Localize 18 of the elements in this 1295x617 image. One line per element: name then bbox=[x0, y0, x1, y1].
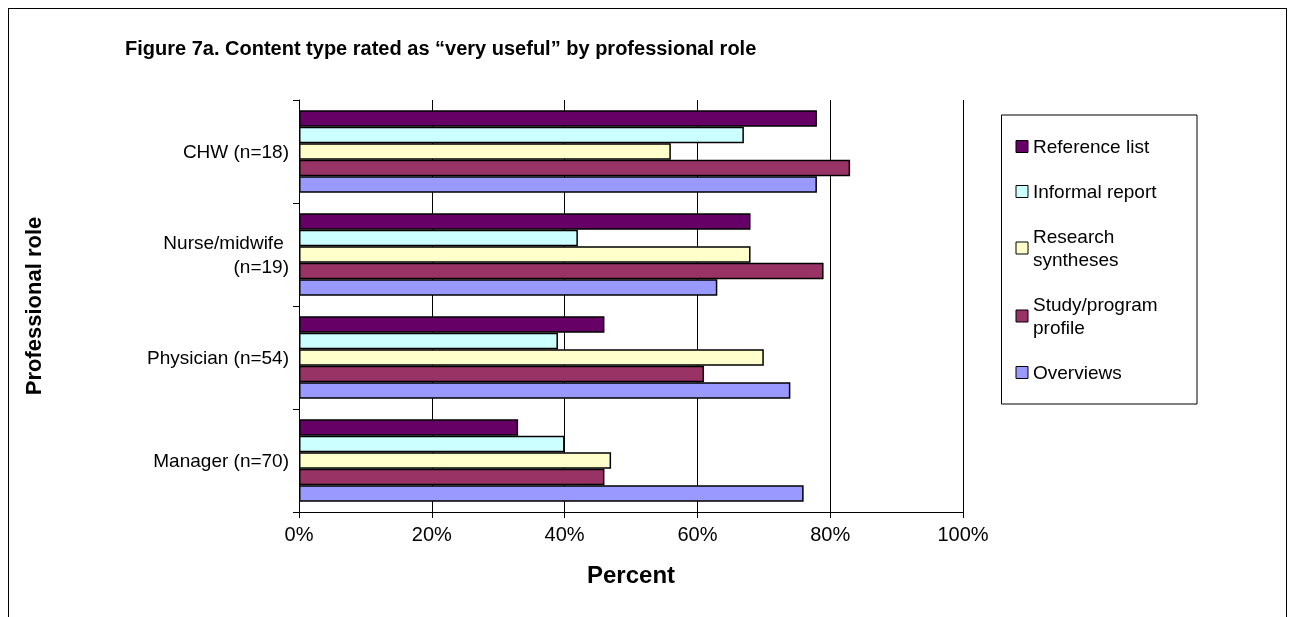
legend-label: Reference list bbox=[1033, 136, 1150, 157]
legend-label: Informal report bbox=[1033, 181, 1158, 202]
y-tick-label: CHW (n=18) bbox=[182, 141, 289, 162]
y-tick-label: Manager (n=70) bbox=[153, 450, 289, 471]
legend-label: Research syntheses bbox=[1033, 226, 1120, 270]
legend-label: Overviews bbox=[1033, 362, 1122, 383]
x-tick-label: 80% bbox=[810, 523, 851, 545]
x-tick-label: 40% bbox=[544, 523, 585, 545]
x-tick-label: 20% bbox=[411, 523, 453, 545]
legend-label: Study/program profile bbox=[1033, 294, 1163, 338]
x-tick-label: 0% bbox=[284, 523, 314, 545]
x-tick-label: 60% bbox=[677, 523, 718, 545]
y-tick-label: Physician (n=54) bbox=[146, 347, 289, 368]
chart-title: Figure 7a. Content type rated as “very useful” by professional role bbox=[125, 37, 757, 59]
x-tick-label: 100% bbox=[937, 523, 989, 545]
x-axis-title: Percent bbox=[586, 560, 676, 588]
y-tick-label: Nurse/midwife (n=19) bbox=[163, 232, 289, 277]
y-axis-title: Professional role bbox=[20, 216, 46, 396]
